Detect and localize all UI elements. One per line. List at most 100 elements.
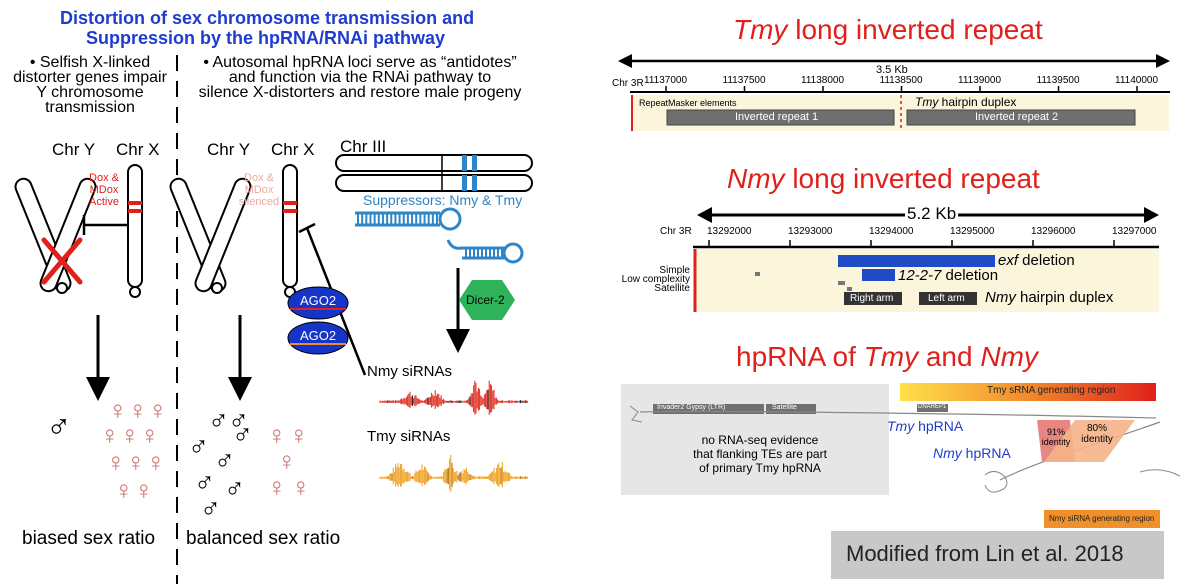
female-symbol: ♀ bbox=[120, 420, 140, 450]
tmy-ir1-label: Inverted repeat 1 bbox=[735, 111, 819, 123]
male-symbol: ♂ bbox=[194, 467, 215, 498]
nmy-sirna-region-label: Nmy siRNA generating region bbox=[1049, 514, 1155, 523]
chr-y-left bbox=[14, 177, 97, 294]
nmy-tick-label: 13297000 bbox=[1112, 226, 1157, 237]
left-arm-label: Left arm bbox=[928, 293, 965, 304]
female-symbol: ♀ bbox=[140, 420, 160, 450]
nmy-tick-label: 13294000 bbox=[869, 226, 914, 237]
chr-x-label-left: Chr X bbox=[116, 140, 160, 159]
male-symbol: ♂ bbox=[214, 445, 235, 476]
female-symbol: ♀ bbox=[267, 420, 287, 450]
dicer2-label: Dicer-2 bbox=[466, 293, 505, 307]
female-symbol: ♀ bbox=[126, 447, 146, 477]
te3-label: DNAREP1 bbox=[918, 404, 947, 410]
hairpin-small-rungs bbox=[465, 248, 503, 258]
biased-label: biased sex ratio bbox=[22, 528, 156, 549]
exf-deletion-label: exf deletion bbox=[998, 252, 1075, 269]
tmy-tick-label: 11137000 bbox=[644, 75, 688, 86]
nmy-tick-marks bbox=[708, 240, 1115, 247]
col1-bullet: • Selfish X-linked distorter genes impair… bbox=[13, 54, 167, 116]
te-bar-1 bbox=[653, 404, 764, 414]
tmy-tick-label: 11140000 bbox=[1115, 75, 1159, 86]
left-arm-bar bbox=[919, 292, 977, 305]
chr-y-label-middle: Chr Y bbox=[207, 140, 251, 159]
ago2-oval-2 bbox=[287, 321, 349, 355]
male-symbol: ♂ bbox=[228, 405, 249, 436]
dox-active-label: Dox & MDox Active bbox=[89, 172, 119, 208]
right-arm-bar bbox=[844, 292, 902, 305]
male-symbol: ♂ bbox=[232, 419, 253, 450]
tmy-tick-label: 11137500 bbox=[722, 75, 766, 86]
tmy-ir2-label: Inverted repeat 2 bbox=[975, 111, 1059, 123]
chr-iii bbox=[335, 154, 533, 192]
chr-iii-label: Chr III bbox=[340, 137, 387, 156]
nmy-tick-label: 13296000 bbox=[1031, 226, 1076, 237]
male-symbol-left: ♂ bbox=[46, 408, 72, 446]
lowcomp-mark bbox=[838, 281, 845, 285]
male-symbol: ♂ bbox=[224, 473, 245, 504]
tmy-hprna-strand bbox=[639, 410, 1157, 419]
female-symbol: ♀ bbox=[148, 395, 168, 425]
ago2-label-1: AGO2 bbox=[300, 293, 337, 308]
nmy-tick-label: 13293000 bbox=[788, 226, 833, 237]
suppressors-label: Suppressors: Nmy & Tmy bbox=[363, 192, 523, 208]
nmy-chr-label: Chr 3R bbox=[660, 226, 692, 237]
female-symbol: ♀ bbox=[267, 472, 287, 502]
tmy-ir1-bar bbox=[666, 109, 895, 126]
te-bar-2 bbox=[766, 404, 816, 414]
female-symbol: ♀ bbox=[108, 395, 128, 425]
d1227-deletion-label: 12-2-7 deletion bbox=[898, 267, 999, 284]
ago2-label-2: AGO2 bbox=[300, 328, 337, 343]
nmy-tick-label: 13295000 bbox=[950, 226, 995, 237]
dox-silenced-label: Dox & MDox silenced bbox=[238, 172, 280, 208]
tmy-panel-title: Tmy long inverted repeat bbox=[733, 14, 1043, 45]
nmy-sirnas-label: Nmy siRNAs bbox=[367, 363, 452, 380]
female-symbol: ♀ bbox=[134, 475, 154, 505]
female-symbol: ♀ bbox=[114, 475, 134, 505]
dicer2-shape bbox=[459, 280, 515, 320]
d1227-deletion-bar bbox=[862, 269, 895, 281]
female-group-left: ♀ ♀ ♀ ♀ ♀ ♀ ♀ ♀ ♀ ♀ ♀ bbox=[100, 395, 172, 515]
tmy-tick-marks bbox=[665, 86, 1138, 92]
nmy-tick-label: 13292000 bbox=[707, 226, 752, 237]
identity80-shape bbox=[1044, 420, 1135, 462]
te1-label: Invader2 Gypsy (LTR) bbox=[657, 404, 726, 411]
hairpin-large bbox=[355, 207, 462, 231]
female-symbol: ♀ bbox=[106, 447, 126, 477]
exf-deletion-bar bbox=[838, 255, 995, 267]
nmy-duplex-label: Nmy hairpin duplex bbox=[985, 289, 1114, 306]
tmy-tick-label: 11139500 bbox=[1036, 75, 1080, 86]
dox-band-silenced-2 bbox=[283, 209, 297, 213]
female-group-middle: ♀ ♀ ♀ ♀ ♀ bbox=[265, 420, 320, 520]
nmy-side-labels: Simple Low complexity Satellite bbox=[621, 265, 690, 294]
tmy-scale-label: 3.5 Kb bbox=[876, 64, 908, 76]
credit-box bbox=[831, 531, 1164, 579]
tmy-chr-label: Chr 3R bbox=[612, 78, 644, 89]
left-title-line2: Suppression by the hpRNA/RNAi pathway bbox=[86, 28, 446, 48]
female-symbol: ♀ bbox=[128, 395, 148, 425]
chr-y-label-left: Chr Y bbox=[52, 140, 96, 159]
chr-x-left bbox=[127, 164, 143, 298]
female-symbol: ♀ bbox=[289, 420, 309, 450]
tmy-track-label: RepeatMasker elements bbox=[639, 98, 737, 108]
identity91-label: 91% identity bbox=[1041, 427, 1071, 447]
te-bar-3 bbox=[917, 404, 948, 412]
tmy-sirna-waveform bbox=[379, 454, 529, 492]
tmy-tick-label: 11139000 bbox=[958, 75, 1002, 86]
inhibition-arrow-left bbox=[82, 215, 127, 235]
tmy-ir2-bar bbox=[906, 109, 1136, 126]
tmy-srna-gradient bbox=[900, 383, 1156, 401]
satellite-mark bbox=[847, 287, 852, 291]
x-cross-mark bbox=[41, 237, 83, 285]
tmy-tick-label: 11138000 bbox=[801, 75, 845, 86]
female-symbol: ♀ bbox=[277, 446, 297, 476]
tmy-tick-label: 11138500 bbox=[879, 75, 923, 86]
identity80-label: 80% identity bbox=[1081, 423, 1113, 445]
nmy-scale-label: 5.2 Kb bbox=[905, 204, 959, 224]
balanced-label: balanced sex ratio bbox=[186, 528, 341, 549]
col2-bullet: • Autosomal hpRNA loci serve as “antidot… bbox=[198, 54, 522, 101]
female-symbol: ♀ bbox=[291, 472, 311, 502]
female-symbol: ♀ bbox=[100, 420, 120, 450]
credit-label: Modified from Lin et al. 2018 bbox=[846, 541, 1124, 566]
